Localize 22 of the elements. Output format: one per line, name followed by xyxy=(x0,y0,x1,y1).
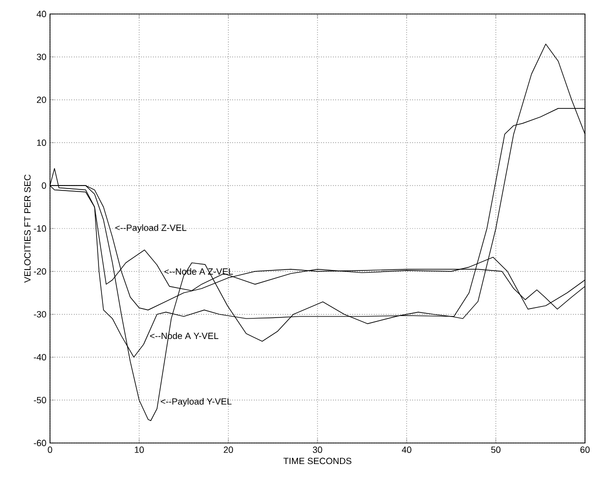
x-tick-label: 30 xyxy=(312,446,322,453)
y-tick-label: -60 xyxy=(34,440,46,446)
x-tick-label: 40 xyxy=(402,446,412,453)
y-tick-label: -40 xyxy=(34,354,46,360)
y-tick-label: 40 xyxy=(36,10,46,18)
y-axis-title: VELOCITIES FT PER SEC xyxy=(24,174,31,283)
y-tick-label: 10 xyxy=(37,140,46,146)
y-tick-label: 30 xyxy=(36,54,46,60)
y-tick-label: 0 xyxy=(42,182,46,189)
x-tick-label: 0 xyxy=(48,446,52,453)
x-tick-label: 10 xyxy=(134,446,144,453)
x-tick-label: 50 xyxy=(491,446,500,453)
y-tick-label: -20 xyxy=(34,268,46,275)
y-tick-label: -30 xyxy=(34,311,46,318)
annotation: <--Payload Y-VEL xyxy=(160,398,232,406)
x-tick-label: 20 xyxy=(224,446,233,453)
y-tick-label: -50 xyxy=(34,396,46,404)
x-axis-title: TIME SECONDS xyxy=(283,458,352,464)
x-tick-label: 60 xyxy=(580,446,590,453)
y-tick-label: 20 xyxy=(36,96,46,103)
annotation: <--Payload Z-VEL xyxy=(115,224,186,233)
y-tick-label: -10 xyxy=(34,225,46,232)
